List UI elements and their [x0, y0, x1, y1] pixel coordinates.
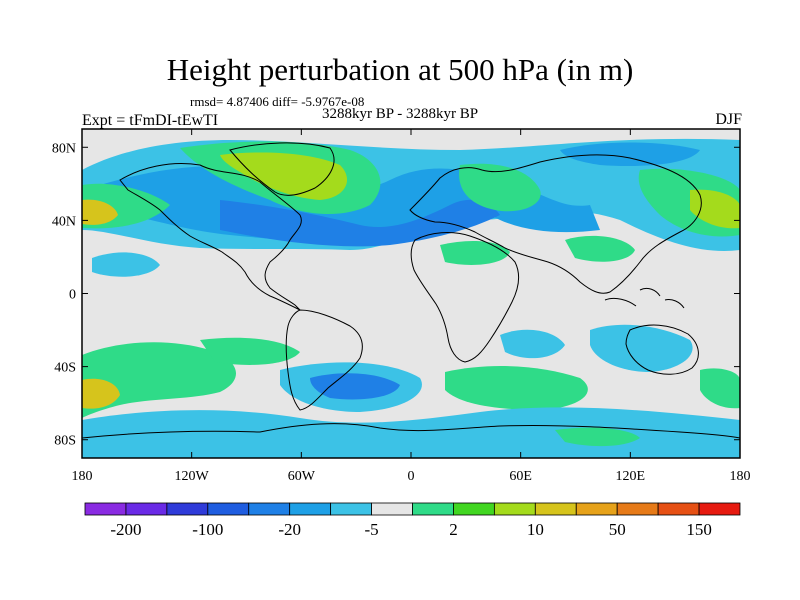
colorbar-swatch	[493, 502, 536, 516]
chart-title: Height perturbation at 500 hPa (in m)	[166, 52, 634, 87]
colorbar-swatch	[412, 502, 454, 516]
lat-tick-label: 80S	[54, 434, 76, 449]
contour-south-indian-negative	[500, 329, 565, 359]
season-label: DJF	[715, 111, 742, 128]
colorbar-swatch	[453, 502, 495, 516]
colorbar-swatch	[371, 502, 413, 516]
contour-south-pacific-positive	[82, 342, 237, 418]
coast-australia	[625, 324, 699, 375]
contour-tasman-positive	[700, 368, 740, 409]
colorbar-label: -100	[192, 520, 223, 539]
coast-antarctica	[82, 423, 740, 439]
colorbar-swatch	[248, 502, 291, 516]
colorbar-swatch	[616, 502, 659, 516]
colorbar-label: 2	[449, 520, 458, 539]
latitude-ticks: 80N 40N 0 40S 80S	[52, 141, 740, 449]
colorbar-swatch	[166, 502, 209, 516]
lon-tick-label: 60E	[509, 469, 532, 484]
contour-west-pacific-strong	[82, 199, 118, 225]
colorbar-label: 150	[686, 520, 712, 539]
coast-africa	[410, 232, 520, 363]
colorbar: -200 -100 -20 -5 2 10 50 150	[84, 502, 741, 539]
coast-europe-asia	[409, 154, 702, 294]
contour-south-indian-positive	[445, 366, 588, 410]
lat-tick-label: 80N	[52, 141, 76, 156]
lon-tick-label: 180	[730, 469, 751, 484]
lon-tick-label: 120E	[616, 469, 646, 484]
longitude-ticks: 180 120W 60W 0 60E 120E 180	[72, 129, 751, 484]
stats-line: rmsd= 4.87406 diff= -5.9767e-08	[190, 94, 365, 109]
contour-south-pacific-positive-2	[200, 337, 300, 365]
colorbar-swatch	[534, 502, 577, 516]
colorbar-swatch	[125, 502, 168, 516]
experiment-label: Expt = tFmDI-tEwTI	[82, 112, 219, 129]
contour-east-pacific-strong	[690, 189, 740, 229]
lon-tick-label: 120W	[175, 469, 210, 484]
lat-tick-label: 0	[69, 288, 76, 303]
contour-south-atlantic-deep	[310, 373, 400, 400]
colorbar-label-group: -200 -100 -20 -5 2 10 50 150	[110, 520, 711, 539]
lon-tick-label: 60W	[288, 469, 316, 484]
coastlines	[82, 142, 740, 439]
contour-mideast-positive	[565, 235, 635, 262]
contour-australia-negative	[590, 324, 693, 372]
contour-north-africa-positive	[440, 240, 510, 265]
coast-south-america	[285, 309, 363, 411]
colorbar-swatch	[698, 502, 741, 516]
contour-antarctic-positive	[555, 427, 640, 447]
coast-maritime-asia	[604, 287, 685, 309]
contour-south-ocean-negative	[82, 407, 740, 458]
colorbar-swatch	[575, 502, 618, 516]
colorbar-swatch	[207, 502, 250, 516]
contour-europe-positive	[459, 163, 541, 212]
coast-greenland	[229, 142, 335, 196]
colorbar-label: -20	[278, 520, 301, 539]
contour-field	[82, 129, 740, 458]
contour-subtropic-negative-west	[92, 252, 160, 277]
contour-arctic-negative	[560, 142, 700, 167]
contour-south-pacific-strong	[82, 378, 120, 409]
lat-tick-label: 40N	[52, 214, 76, 229]
lat-tick-label: 40S	[54, 361, 76, 376]
lon-tick-label: 0	[408, 469, 415, 484]
period-label: 3288kyr BP - 3288kyr BP	[322, 106, 479, 122]
colorbar-swatch	[289, 502, 332, 516]
colorbar-label: 10	[527, 520, 544, 539]
lon-tick-label: 180	[72, 469, 93, 484]
colorbar-swatch	[657, 502, 700, 516]
colorbar-label: 50	[609, 520, 626, 539]
colorbar-label: -200	[110, 520, 141, 539]
colorbar-swatch	[330, 502, 372, 516]
coast-north-america	[119, 162, 302, 311]
colorbar-swatch	[84, 502, 127, 516]
colorbar-label: -5	[364, 520, 378, 539]
